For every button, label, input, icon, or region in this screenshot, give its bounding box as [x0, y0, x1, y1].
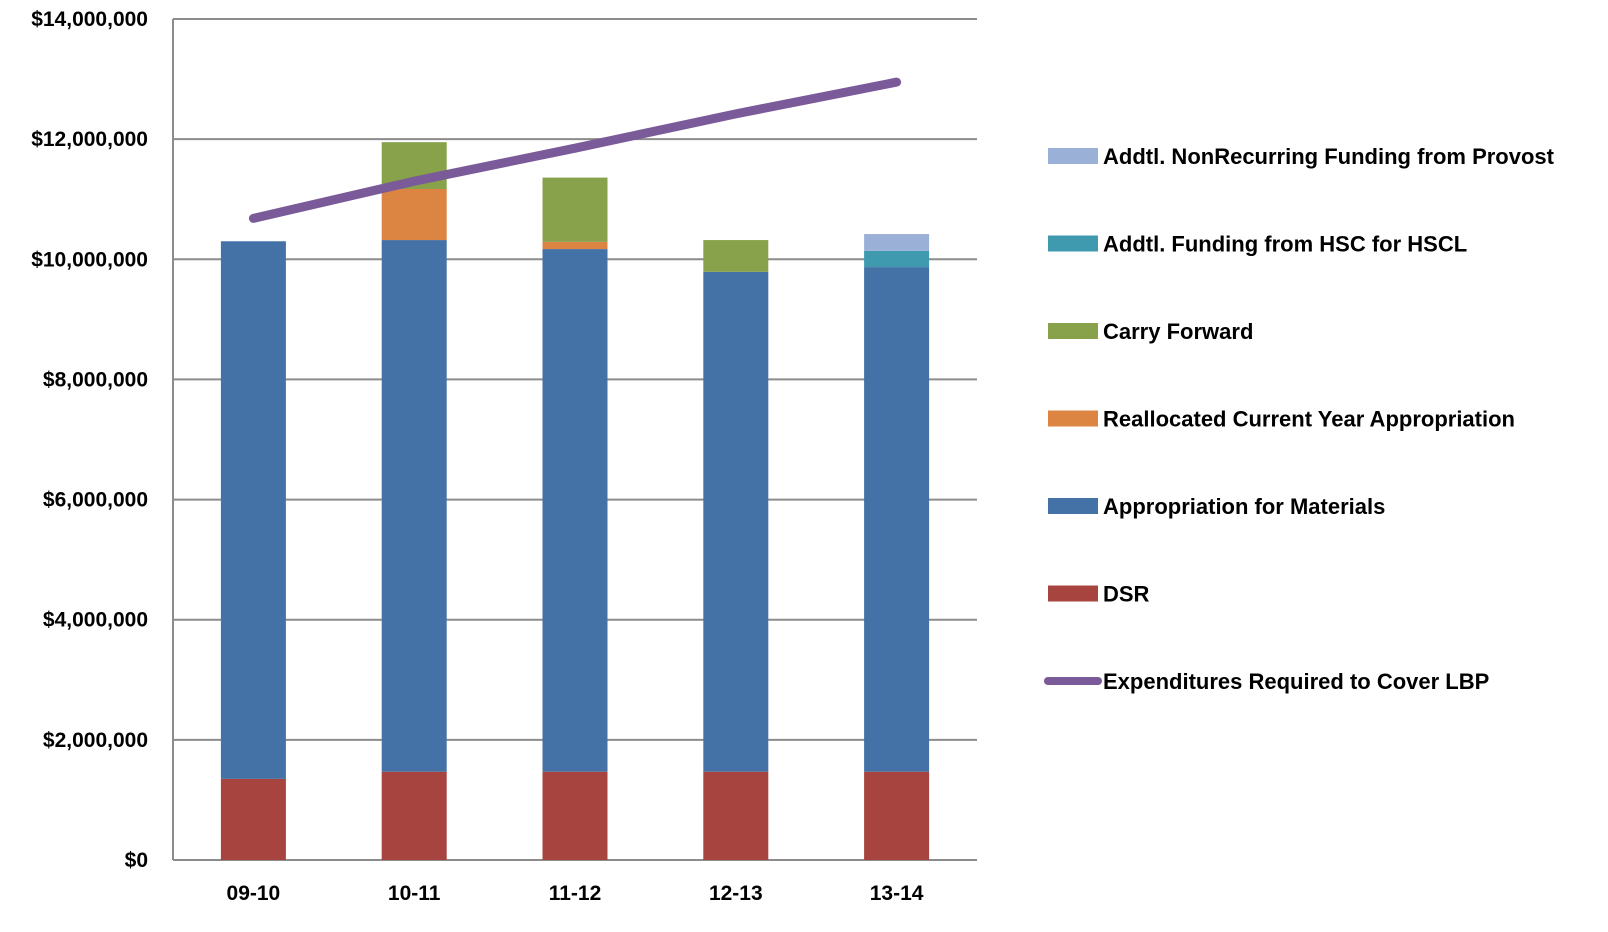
bar-segment	[220, 778, 286, 860]
bar-segment	[703, 240, 769, 272]
legend-item: Reallocated Current Year Appropriation	[1048, 407, 1515, 432]
bar-segment	[864, 267, 930, 772]
legend-swatch	[1048, 148, 1098, 164]
y-tick-label: $2,000,000	[43, 729, 148, 752]
bar-segment	[864, 250, 930, 268]
y-tick-label: $0	[125, 849, 148, 872]
legend-swatch	[1048, 585, 1098, 602]
line-series	[248, 77, 902, 223]
legend-swatch	[1048, 323, 1098, 339]
legend-swatch	[1048, 410, 1098, 427]
bar-segment	[703, 771, 769, 860]
bar-segment	[381, 189, 447, 241]
y-tick-label: $12,000,000	[31, 128, 148, 151]
legend-item: Addtl. Funding from HSC for HSCL	[1048, 232, 1467, 257]
x-tick-label: 12-13	[709, 882, 763, 905]
y-tick-label: $10,000,000	[31, 248, 148, 271]
legend-item: DSR	[1048, 582, 1150, 607]
legend-label: Addtl. Funding from HSC for HSCL	[1103, 232, 1467, 257]
legend: Addtl. NonRecurring Funding from Provost…	[1044, 144, 1555, 694]
y-axis-tick-labels: $0 $2,000,000 $4,000,000 $6,000,000 $8,000,0…	[31, 8, 148, 872]
bar-segment	[381, 240, 447, 772]
x-tick-label: 11-12	[549, 882, 602, 905]
x-tick-label: 10-11	[388, 882, 441, 905]
legend-item: Addtl. NonRecurring Funding from Provost	[1048, 144, 1555, 169]
legend-item: Appropriation for Materials	[1048, 494, 1385, 519]
y-tick-label: $14,000,000	[31, 8, 148, 31]
legend-label: Addtl. NonRecurring Funding from Provost	[1103, 144, 1555, 169]
x-tick-label: 09-10	[227, 882, 281, 905]
x-tick-label: 13-14	[870, 882, 924, 905]
bar-segment	[542, 771, 608, 860]
legend-label: Reallocated Current Year Appropriation	[1103, 407, 1515, 432]
legend-label: Expenditures Required to Cover LBP	[1103, 669, 1489, 694]
bar-segment	[542, 241, 608, 250]
bar-segment	[542, 177, 608, 242]
bars	[220, 142, 930, 860]
legend-swatch	[1048, 498, 1098, 514]
legend-swatch	[1048, 235, 1098, 252]
bar-segment	[220, 241, 286, 779]
bar-segment	[703, 271, 769, 772]
legend-label: Appropriation for Materials	[1103, 494, 1385, 519]
bar-segment	[381, 771, 447, 860]
y-tick-label: $8,000,000	[43, 368, 148, 391]
legend-label: DSR	[1103, 582, 1150, 607]
bar-segment	[864, 771, 930, 860]
y-tick-label: $4,000,000	[43, 609, 148, 632]
bar-segment	[542, 249, 608, 772]
legend-label: Carry Forward	[1103, 319, 1253, 344]
bar-segment	[864, 234, 930, 251]
legend-item: Carry Forward	[1048, 319, 1253, 344]
x-axis-tick-labels: 09-10 10-11 11-12 12-13 13-14	[227, 882, 924, 905]
y-tick-label: $6,000,000	[43, 489, 148, 512]
legend-item: Expenditures Required to Cover LBP	[1044, 669, 1489, 694]
